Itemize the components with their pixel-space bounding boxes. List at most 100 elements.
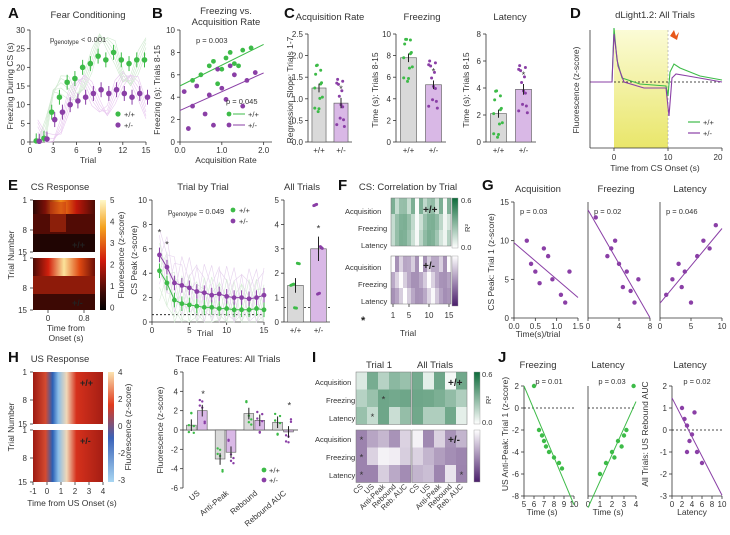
- i-cell-2-2-0: [356, 465, 367, 483]
- yticklabel-h1-3: 1: [23, 426, 28, 435]
- dot-c2-1-1: [433, 87, 437, 91]
- dot-c2-0-8: [407, 66, 411, 70]
- legend-d-label-het: +/-: [703, 129, 712, 138]
- xticklabel-c3-0: +/+: [493, 146, 505, 155]
- axes-b: 0.0 1.0 2.0 0 2 4 6 8 10: [166, 26, 272, 155]
- colorbar-i-label: R²: [484, 396, 493, 404]
- title-g1: Acquisition: [515, 184, 561, 195]
- bg-trace-a-7: [37, 74, 147, 140]
- yticklabel-j1-1: 0: [515, 404, 520, 413]
- i-cell-0-0-4: [400, 372, 411, 390]
- point-b-wt-5: [223, 55, 229, 61]
- xticklabel-g3-2: 10: [718, 322, 727, 331]
- f-cell-1-0-1: [395, 256, 399, 272]
- xticklabel-e2-1: 5: [187, 326, 192, 335]
- i-cell-2-0-0: [356, 430, 367, 448]
- axes-c1: 0.0 0.5 1.0 1.5 2.0 2.5 +/+ +/- *: [292, 30, 352, 155]
- i-cell-2-0-4: [400, 430, 411, 448]
- f-cell-0-1-1: [395, 214, 399, 230]
- f-cell-0-2-6: [415, 230, 419, 246]
- yticklabel-c1-4: 2.0: [292, 52, 304, 61]
- dot-h2-0-1-0: [198, 398, 202, 402]
- point-g3-9: [679, 284, 684, 290]
- point-a-0-4: [64, 79, 70, 86]
- f-cell-1-0-14: [447, 256, 451, 272]
- f-cell-0-0-0: [391, 198, 395, 214]
- p-wt-b: p = 0.003: [196, 36, 228, 45]
- i-row-acq-het: Acquisition: [315, 435, 351, 444]
- dot-h2-3-0-2: [278, 414, 282, 418]
- f-row-acq-wt: Acquisition: [345, 207, 381, 216]
- f-cell-1-0-4: [407, 256, 411, 272]
- p-g2: p = 0.02: [594, 207, 621, 216]
- p-j3: p = 0.02: [683, 377, 710, 386]
- fitline-j3: [671, 397, 723, 496]
- f-cell-0-0-9: [427, 198, 431, 214]
- heat-e-wt-blob: [50, 202, 66, 232]
- dot-c3-1-11: [523, 65, 527, 69]
- dot-h2-0-1-3: [198, 404, 202, 407]
- point-b-het-2: [194, 83, 200, 89]
- yticklabel-j3-3: -1: [660, 448, 668, 457]
- dot-c1-0-9: [315, 63, 319, 67]
- point-e2-1-13: [254, 295, 259, 300]
- xticklabel-c1-1: +/-: [336, 146, 346, 155]
- f-cell-0-0-13: [443, 198, 447, 214]
- f-row-lat-wt: Latency: [361, 241, 388, 250]
- dot-c1-0-1: [319, 68, 323, 72]
- f-cell-0-0-12: [439, 198, 443, 214]
- i-cell-0-2-0: [356, 407, 367, 425]
- f-cell-0-1-6: [415, 214, 419, 230]
- xticklabel-e1-1: 0.8: [78, 314, 90, 323]
- legend-b-marker-het: [226, 122, 232, 128]
- point-j2-0: [597, 471, 603, 477]
- yticklabel-a-4: 20: [16, 63, 25, 72]
- xticklabel-d-20: 20: [714, 153, 723, 162]
- yticklabel-c2-2: 4: [387, 95, 392, 104]
- point-a-0-9: [103, 57, 109, 63]
- point-a-0-14: [141, 57, 148, 63]
- xticklabel-b-2: 2.0: [258, 146, 270, 155]
- point-e2-1-12: [246, 296, 252, 302]
- xlabel-f: Trial: [400, 328, 416, 338]
- f-cell-0-2-3: [403, 230, 407, 246]
- colorbar-e-tick-3: 2: [110, 261, 115, 270]
- dot-c1-1-6: [336, 82, 340, 86]
- yticklabel-h2-3: 0: [174, 426, 179, 435]
- dot-c2-0-2: [406, 79, 410, 83]
- xticklabel-g1-3: 1.5: [572, 322, 584, 331]
- title-h1: US Response: [31, 354, 90, 365]
- point-j1-7: [559, 466, 565, 471]
- f-frame-1: [390, 255, 452, 305]
- f-cell-0-2-10: [431, 230, 435, 246]
- f-cell-1-0-5: [411, 256, 415, 272]
- xticklabel-j2-3: 3: [622, 500, 627, 509]
- heat-e-het-label: +/-: [72, 298, 83, 308]
- yticklabel-a-2: 10: [16, 101, 25, 110]
- dot-h2-2-1-2: [261, 412, 264, 416]
- point-e2-1-6: [201, 290, 207, 296]
- dot-h2-2-1-5: [261, 419, 264, 423]
- yticklabel-b-1: 2: [171, 116, 176, 125]
- f-cell-1-0-6: [415, 256, 419, 272]
- colorbar-f-max: 0.6: [461, 196, 471, 205]
- i-row-lat-wt: Latency: [329, 414, 356, 423]
- colorbar-h-tick-2: 0: [118, 422, 123, 431]
- point-g2-9: [605, 253, 610, 259]
- xticklabel-j3-1: 2: [680, 500, 685, 509]
- yticklabel-c1-2: 1.0: [292, 95, 304, 104]
- colorbar-e-tick-5: 0: [110, 304, 115, 313]
- point-a-1-12: [129, 94, 135, 100]
- dot-h2-3-1-4: [287, 441, 290, 444]
- xticklabel-j1-0: 5: [522, 500, 527, 509]
- sig-c1: *: [339, 84, 343, 95]
- point-a-1-1: [44, 136, 50, 142]
- point-b-het-14: [185, 126, 191, 131]
- point-g1-3: [537, 281, 542, 286]
- i-cell-2-1-3: [389, 447, 400, 465]
- dot-c2-0-5: [407, 77, 410, 81]
- colorbar-f-wt: [451, 197, 459, 249]
- p-j1: p = 0.01: [535, 377, 562, 386]
- legend-marker-wt: [115, 111, 121, 117]
